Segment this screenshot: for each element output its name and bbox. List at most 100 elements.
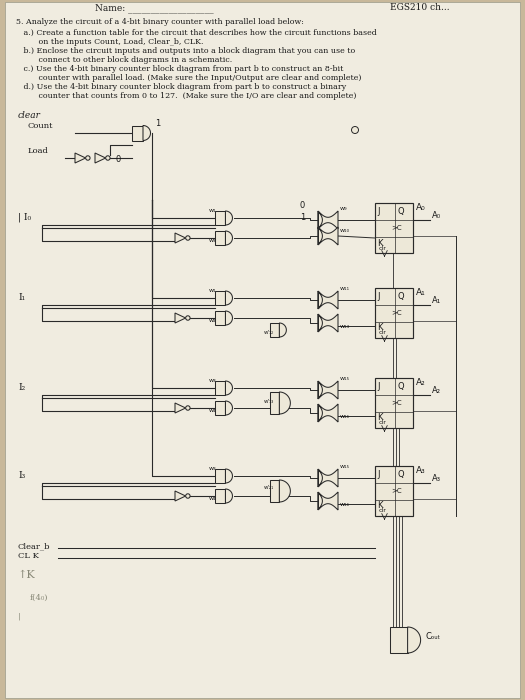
Text: clr: clr (379, 330, 387, 335)
Polygon shape (225, 231, 233, 245)
Text: counter that counts from 0 to 127.  (Make sure the I/O are clear and complete): counter that counts from 0 to 127. (Make… (16, 92, 356, 100)
Text: K: K (377, 239, 383, 248)
Text: d.) Use the 4-bit binary counter block diagram from part b to construct a binary: d.) Use the 4-bit binary counter block d… (16, 83, 346, 91)
Polygon shape (318, 211, 338, 229)
Text: |: | (18, 612, 21, 620)
Text: Q: Q (397, 470, 404, 479)
Polygon shape (175, 491, 186, 501)
Bar (215, 401, 225, 415)
Text: w₁: w₁ (209, 288, 217, 293)
Text: w₁₅: w₁₅ (340, 376, 350, 381)
Text: w₄: w₄ (209, 408, 217, 413)
Text: 5. Analyze the circuit of a 4-bit binary counter with parallel load below:: 5. Analyze the circuit of a 4-bit binary… (16, 18, 304, 26)
Text: w₄: w₄ (209, 496, 217, 501)
Polygon shape (407, 627, 421, 653)
Text: EGS210 ch...: EGS210 ch... (390, 3, 449, 12)
Text: CL K: CL K (18, 552, 39, 560)
Text: w₂: w₂ (209, 318, 217, 323)
Bar (215, 489, 225, 503)
Circle shape (106, 156, 110, 160)
Text: 0: 0 (300, 201, 305, 210)
Bar (132, 125, 143, 141)
Text: A₀: A₀ (432, 211, 441, 220)
Text: I₁: I₁ (18, 293, 25, 302)
Text: | I₀: | I₀ (18, 213, 31, 223)
Text: Count: Count (28, 122, 54, 130)
Text: A₃: A₃ (416, 466, 426, 475)
Polygon shape (318, 492, 338, 510)
Text: >C: >C (391, 488, 402, 494)
Text: w'₁₂: w'₁₂ (264, 330, 274, 335)
Text: clr: clr (379, 246, 387, 251)
Polygon shape (95, 153, 106, 163)
Text: counter with parallel load. (Make sure the Input/Output are clear and complete): counter with parallel load. (Make sure t… (16, 74, 362, 82)
Text: w'₂₁: w'₂₁ (264, 485, 274, 490)
Text: J: J (377, 470, 380, 479)
Text: w₁₆: w₁₆ (340, 502, 350, 507)
Text: A₂: A₂ (416, 378, 426, 387)
Text: K: K (377, 323, 383, 332)
Text: >C: >C (391, 310, 402, 316)
Bar (390, 627, 407, 653)
Bar (270, 323, 279, 337)
Text: connect to other block diagrams in a schematic.: connect to other block diagrams in a sch… (16, 56, 232, 64)
Polygon shape (225, 401, 233, 415)
Bar (270, 392, 279, 414)
Circle shape (352, 127, 359, 134)
Text: J: J (377, 292, 380, 301)
Bar (375, 203, 413, 253)
Polygon shape (318, 404, 338, 422)
Polygon shape (225, 469, 233, 483)
Text: a.) Create a function table for the circuit that describes how the circuit funct: a.) Create a function table for the circ… (16, 29, 377, 37)
Text: w₁: w₁ (209, 208, 217, 213)
Text: >C: >C (391, 400, 402, 406)
Text: A₂: A₂ (432, 386, 441, 395)
Text: Clear_b: Clear_b (18, 542, 50, 550)
Polygon shape (225, 311, 233, 325)
Bar (375, 466, 413, 516)
Circle shape (186, 494, 190, 498)
Text: w₃: w₃ (209, 466, 217, 471)
Text: w₃: w₃ (209, 238, 217, 243)
Bar (270, 480, 279, 502)
Polygon shape (279, 480, 290, 502)
Text: K: K (377, 414, 383, 423)
Text: A₁: A₁ (432, 296, 441, 305)
Text: 1: 1 (300, 213, 305, 222)
Polygon shape (75, 153, 86, 163)
Text: A₃: A₃ (432, 474, 441, 483)
Text: ↑K: ↑K (18, 570, 36, 580)
Text: on the inputs Count, Load, Clear_b, CLK.: on the inputs Count, Load, Clear_b, CLK. (16, 38, 204, 46)
Text: A₁: A₁ (416, 288, 426, 297)
Bar (215, 231, 225, 245)
Polygon shape (175, 403, 186, 413)
Polygon shape (279, 392, 290, 414)
Text: Name: ___________________: Name: ___________________ (95, 3, 214, 13)
Polygon shape (318, 469, 338, 487)
Text: Q: Q (397, 382, 404, 391)
Text: f(4₀): f(4₀) (30, 594, 48, 602)
Bar (215, 311, 225, 325)
Bar (215, 291, 225, 305)
Circle shape (186, 236, 190, 240)
Text: b.) Enclose the circuit inputs and outputs into a block diagram that you can use: b.) Enclose the circuit inputs and outpu… (16, 47, 355, 55)
Text: Q: Q (397, 292, 404, 301)
Bar (375, 378, 413, 428)
Text: A₀: A₀ (416, 203, 426, 212)
Polygon shape (318, 227, 338, 245)
Polygon shape (143, 125, 151, 141)
Text: >C: >C (391, 225, 402, 231)
Text: Load: Load (28, 147, 49, 155)
Text: J: J (377, 382, 380, 391)
Text: Q: Q (397, 207, 404, 216)
Text: clear: clear (18, 111, 41, 120)
Circle shape (86, 156, 90, 160)
Text: Cₒᵤₜ: Cₒᵤₜ (425, 632, 440, 641)
Text: w₉: w₉ (340, 206, 348, 211)
Circle shape (186, 316, 190, 320)
Text: w'₁₃: w'₁₃ (264, 399, 275, 404)
Text: J: J (377, 207, 380, 216)
Text: w₁₆: w₁₆ (340, 414, 350, 419)
Circle shape (186, 406, 190, 410)
Text: w₁₀: w₁₀ (340, 228, 350, 233)
